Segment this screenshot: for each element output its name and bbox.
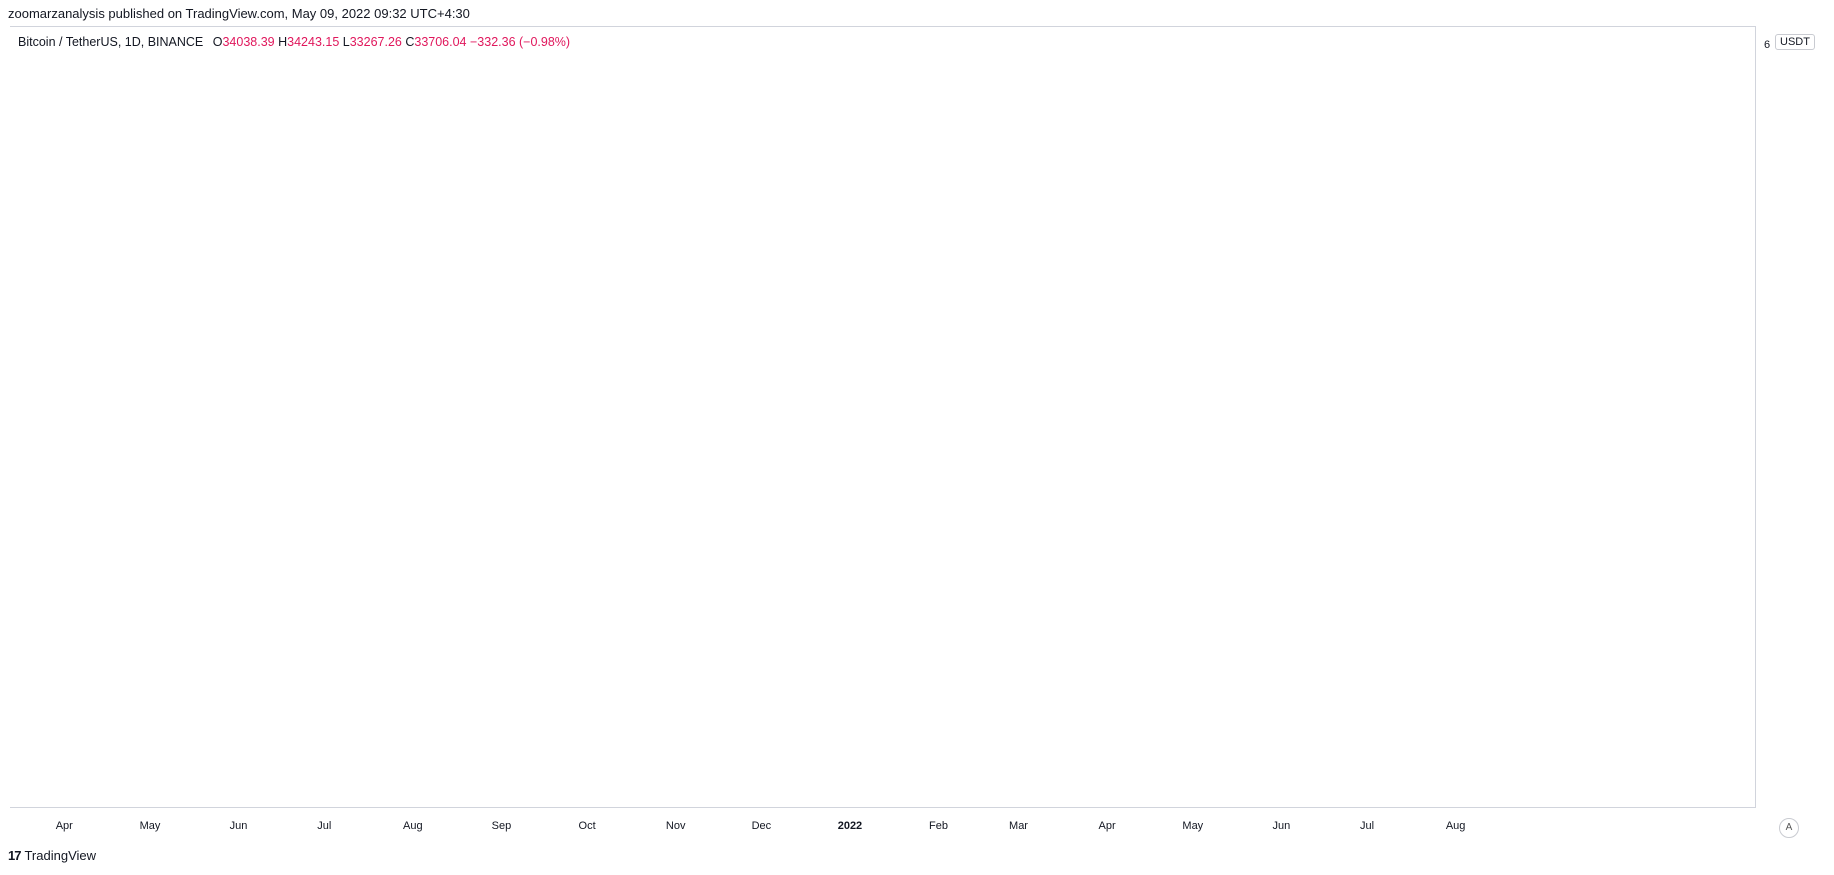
close-value: 33706.04: [414, 35, 467, 49]
x-tick-label: Jun: [1272, 820, 1290, 832]
chart-frame: [10, 26, 1756, 808]
open-value: 34038.39: [222, 35, 275, 49]
x-tick-label: Mar: [1009, 820, 1028, 832]
low-label: L: [342, 35, 350, 49]
low-value: 33267.26: [349, 35, 402, 49]
x-tick-label: Apr: [56, 820, 73, 832]
x-tick-label: May: [140, 820, 161, 832]
currency-badge[interactable]: USDT: [1775, 34, 1815, 50]
tradingview-mark-icon: 17: [8, 848, 22, 863]
publisher-line: zoomarzanalysis published on TradingView…: [8, 6, 470, 21]
open-label: O: [212, 35, 223, 49]
x-tick-label: Sep: [492, 820, 512, 832]
x-tick-label: Oct: [579, 820, 596, 832]
x-tick-label: Jul: [1360, 820, 1374, 832]
high-label: H: [278, 35, 288, 49]
y-tick-label-partial: 6: [1764, 39, 1770, 51]
x-tick-label: Feb: [929, 820, 948, 832]
x-tick-label: May: [1182, 820, 1203, 832]
close-label: C: [405, 35, 415, 49]
symbol-name[interactable]: Bitcoin / TetherUS, 1D, BINANCE: [18, 35, 204, 49]
symbol-info-line: Bitcoin / TetherUS, 1D, BINANCE O34038.3…: [18, 35, 570, 49]
x-tick-label: Jun: [230, 820, 248, 832]
tradingview-brand: TradingView: [24, 848, 97, 863]
high-value: 34243.15: [287, 35, 340, 49]
x-tick-label: Jul: [317, 820, 331, 832]
change-value: −332.36 (−0.98%): [470, 35, 571, 49]
x-tick-label: Nov: [666, 820, 686, 832]
x-tick-label: Apr: [1099, 820, 1116, 832]
x-tick-label: Aug: [403, 820, 423, 832]
x-tick-label: 2022: [838, 820, 862, 832]
x-tick-label: Dec: [752, 820, 772, 832]
auto-scale-button[interactable]: A: [1779, 818, 1799, 838]
x-tick-label: Aug: [1446, 820, 1466, 832]
tradingview-logo[interactable]: 17 TradingView: [8, 848, 96, 863]
